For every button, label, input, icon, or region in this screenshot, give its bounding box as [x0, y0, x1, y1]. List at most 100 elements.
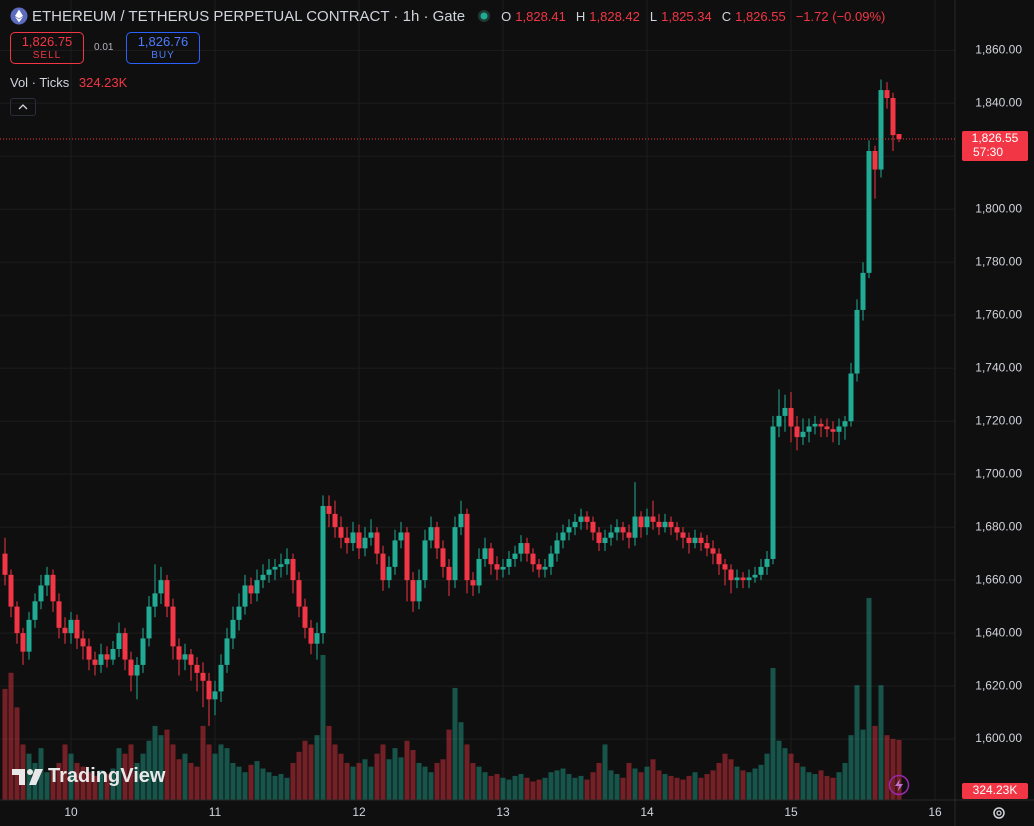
volume-bar [254, 761, 260, 800]
x-tick-label: 16 [928, 805, 942, 819]
volume-bar [68, 753, 74, 800]
candle-body [794, 426, 800, 438]
volume-bar [92, 775, 98, 800]
indicator-name[interactable]: Vol · Ticks [10, 75, 70, 90]
candle-body [476, 558, 482, 586]
candle-body [320, 505, 326, 634]
volume-bar [350, 766, 356, 800]
volume-bar [248, 764, 254, 800]
volume-bar [188, 762, 194, 800]
volume-bar [692, 772, 698, 800]
y-tick-label: 1,700.00 [975, 466, 1022, 480]
volume-bar [656, 770, 662, 800]
volume-bar [146, 740, 152, 800]
candle-body [50, 574, 56, 602]
volume-bar [590, 772, 596, 800]
lightning-button[interactable] [888, 774, 910, 796]
candle-body [536, 564, 542, 570]
candle-body [452, 527, 458, 581]
volume-bar [14, 707, 20, 800]
volume-bar [2, 688, 8, 800]
volume-bar [206, 744, 212, 800]
candle-body [374, 532, 380, 554]
volume-bar [164, 729, 170, 800]
candle-body [872, 150, 878, 170]
y-tick-label: 1,840.00 [975, 95, 1022, 109]
candle-body [176, 646, 182, 660]
candle-body [164, 580, 170, 607]
volume-bar [506, 779, 512, 800]
last-price-label: 1,826.55 [972, 131, 1019, 145]
candle-body [422, 540, 428, 581]
volume-bar [752, 768, 758, 800]
candle-body [242, 585, 248, 607]
candle-body [224, 638, 230, 665]
volume-bar [548, 772, 554, 800]
candle-body [428, 527, 434, 541]
candle-body [830, 429, 836, 432]
volume-bar [8, 672, 14, 800]
volume-bar [140, 753, 146, 800]
candle-body [8, 574, 14, 607]
candle-body [380, 553, 386, 581]
volume-bar [890, 738, 896, 800]
volume-bar [668, 775, 674, 800]
volume-bar [530, 781, 536, 800]
volume-bar [470, 762, 476, 800]
volume-bar [710, 770, 716, 800]
candle-body [398, 532, 404, 541]
candle-body [512, 553, 518, 559]
candle-body [806, 426, 812, 432]
volume-bar [482, 772, 488, 800]
volume-bar [296, 751, 302, 800]
collapse-button[interactable] [10, 98, 36, 116]
open-value: 1,828.41 [515, 8, 566, 24]
candle-body [116, 633, 122, 650]
volume-bar [242, 772, 248, 800]
candle-body [338, 527, 344, 538]
candle-body [14, 606, 20, 634]
settings-button[interactable] [990, 804, 1008, 822]
buy-button[interactable]: 1,826.76 BUY [126, 32, 200, 64]
y-tick-label: 1,640.00 [975, 625, 1022, 639]
volume-bar [644, 766, 650, 800]
candle-body [158, 580, 164, 594]
candle-body [404, 532, 410, 581]
volume-bar [338, 753, 344, 800]
candle-body [410, 580, 416, 602]
candle-body [308, 627, 314, 644]
volume-bar [812, 774, 818, 800]
volume-bar [848, 735, 854, 800]
volume-bar [620, 777, 626, 800]
volume-bar [422, 766, 428, 800]
volume-bar [26, 753, 32, 800]
candle-body [848, 373, 854, 422]
volume-bar [410, 750, 416, 800]
candle-body [200, 672, 206, 681]
volume-bar [488, 775, 494, 800]
sell-button[interactable]: 1,826.75 SELL [10, 32, 84, 64]
volume-bar [830, 777, 836, 800]
volume-bar [872, 725, 878, 800]
volume-bar [650, 759, 656, 800]
volume-bar [440, 759, 446, 800]
x-tick-label: 13 [496, 805, 510, 819]
volume-bar [368, 766, 374, 800]
volume-bar [278, 774, 284, 800]
candle-body [146, 606, 152, 639]
x-tick-label: 15 [784, 805, 798, 819]
candle-body [890, 98, 896, 136]
symbol-title[interactable]: ETHEREUM / TETHERUS PERPETUAL CONTRACT ·… [32, 7, 466, 25]
candle-body [440, 548, 446, 567]
candle-body [488, 548, 494, 565]
candle-body [824, 426, 830, 430]
volume-bar [584, 779, 590, 800]
candle-body [272, 566, 278, 570]
volume-bar [818, 770, 824, 800]
volume-bar [260, 768, 266, 800]
candle-body [86, 646, 92, 660]
candle-body [596, 532, 602, 544]
volume-bar [854, 685, 860, 800]
candle-body [74, 619, 80, 639]
candle-body [416, 580, 422, 602]
